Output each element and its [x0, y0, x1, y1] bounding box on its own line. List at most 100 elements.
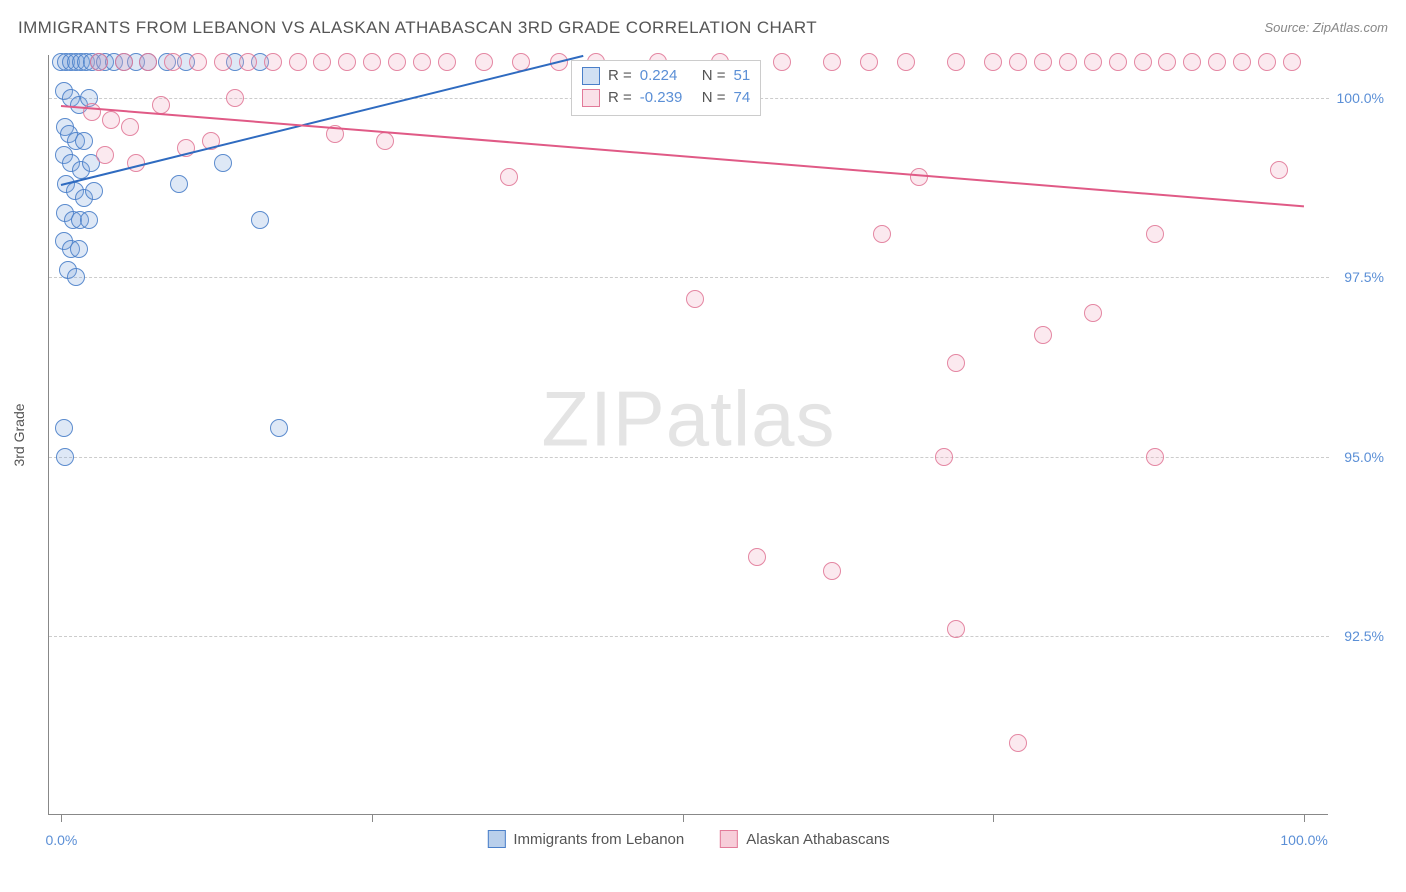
- data-point-athabascan: [984, 53, 1002, 71]
- data-point-athabascan: [823, 53, 841, 71]
- x-tick: [683, 814, 684, 822]
- data-point-lebanon: [75, 132, 93, 150]
- n-label: N =: [702, 87, 726, 109]
- data-point-lebanon: [80, 211, 98, 229]
- data-point-athabascan: [500, 168, 518, 186]
- data-point-athabascan: [1034, 326, 1052, 344]
- data-point-athabascan: [1059, 53, 1077, 71]
- data-point-athabascan: [873, 225, 891, 243]
- data-point-lebanon: [67, 268, 85, 286]
- gridline-h: [49, 636, 1329, 637]
- data-point-athabascan: [1034, 53, 1052, 71]
- data-point-lebanon: [85, 182, 103, 200]
- legend-swatch: [720, 830, 738, 848]
- x-tick-label: 0.0%: [45, 832, 77, 848]
- legend-swatch: [487, 830, 505, 848]
- data-point-athabascan: [1258, 53, 1276, 71]
- y-tick-label: 95.0%: [1344, 449, 1384, 465]
- data-point-lebanon: [70, 240, 88, 258]
- n-label: N =: [702, 65, 726, 87]
- trendline-athabascan: [61, 105, 1304, 208]
- y-tick-label: 92.5%: [1344, 628, 1384, 644]
- data-point-athabascan: [388, 53, 406, 71]
- stats-row-athabascan: R =-0.239N =74: [582, 87, 750, 109]
- data-point-lebanon: [55, 419, 73, 437]
- x-tick: [993, 814, 994, 822]
- swatch-lebanon: [582, 67, 600, 85]
- legend-item: Alaskan Athabascans: [720, 830, 889, 848]
- r-label: R =: [608, 65, 632, 87]
- data-point-athabascan: [413, 53, 431, 71]
- swatch-athabascan: [582, 89, 600, 107]
- data-point-lebanon: [251, 211, 269, 229]
- data-point-athabascan: [935, 448, 953, 466]
- data-point-athabascan: [1146, 225, 1164, 243]
- data-point-athabascan: [947, 354, 965, 372]
- y-tick-label: 100.0%: [1337, 90, 1384, 106]
- legend-label: Alaskan Athabascans: [746, 831, 889, 848]
- r-value-lebanon: 0.224: [640, 65, 694, 87]
- x-tick: [372, 814, 373, 822]
- data-point-athabascan: [289, 53, 307, 71]
- data-point-athabascan: [152, 96, 170, 114]
- data-point-athabascan: [1084, 53, 1102, 71]
- watermark-zip: ZIP: [541, 375, 665, 463]
- data-point-athabascan: [1183, 53, 1201, 71]
- data-point-athabascan: [686, 290, 704, 308]
- x-tick: [61, 814, 62, 822]
- legend-label: Immigrants from Lebanon: [513, 831, 684, 848]
- data-point-athabascan: [139, 53, 157, 71]
- data-point-lebanon: [214, 154, 232, 172]
- x-tick-label: 100.0%: [1280, 832, 1327, 848]
- x-tick: [1304, 814, 1305, 822]
- data-point-athabascan: [475, 53, 493, 71]
- stats-legend: R = 0.224 N = 51R = -0.239 N = 74: [571, 60, 761, 116]
- data-point-athabascan: [214, 53, 232, 71]
- data-point-athabascan: [1134, 53, 1152, 71]
- data-point-athabascan: [338, 53, 356, 71]
- chart-title: IMMIGRANTS FROM LEBANON VS ALASKAN ATHAB…: [18, 18, 1388, 38]
- y-tick-label: 97.5%: [1344, 269, 1384, 285]
- r-value-athabascan: -0.239: [640, 87, 694, 109]
- data-point-athabascan: [1146, 448, 1164, 466]
- data-point-athabascan: [773, 53, 791, 71]
- data-point-athabascan: [947, 53, 965, 71]
- data-point-athabascan: [115, 53, 133, 71]
- data-point-athabascan: [1084, 304, 1102, 322]
- gridline-h: [49, 277, 1329, 278]
- data-point-lebanon: [56, 448, 74, 466]
- y-axis-label: 3rd Grade: [11, 403, 27, 466]
- data-point-lebanon: [170, 175, 188, 193]
- data-point-athabascan: [1270, 161, 1288, 179]
- scatter-chart: 3rd Grade ZIPatlas 92.5%95.0%97.5%100.0%…: [48, 55, 1388, 815]
- data-point-athabascan: [1158, 53, 1176, 71]
- data-point-athabascan: [1283, 53, 1301, 71]
- data-point-athabascan: [376, 132, 394, 150]
- plot-area: 3rd Grade ZIPatlas 92.5%95.0%97.5%100.0%…: [48, 55, 1328, 815]
- data-point-athabascan: [1233, 53, 1251, 71]
- data-point-athabascan: [239, 53, 257, 71]
- data-point-athabascan: [102, 111, 120, 129]
- gridline-h: [49, 457, 1329, 458]
- data-point-athabascan: [96, 146, 114, 164]
- n-value-athabascan: 74: [734, 87, 751, 109]
- data-point-athabascan: [1009, 734, 1027, 752]
- data-point-lebanon: [270, 419, 288, 437]
- data-point-athabascan: [1009, 53, 1027, 71]
- data-point-athabascan: [438, 53, 456, 71]
- data-point-athabascan: [226, 89, 244, 107]
- data-point-athabascan: [313, 53, 331, 71]
- watermark: ZIPatlas: [541, 374, 835, 465]
- data-point-athabascan: [90, 53, 108, 71]
- data-point-athabascan: [121, 118, 139, 136]
- legend-item: Immigrants from Lebanon: [487, 830, 684, 848]
- data-point-athabascan: [1208, 53, 1226, 71]
- data-point-athabascan: [947, 620, 965, 638]
- data-point-athabascan: [748, 548, 766, 566]
- n-value-lebanon: 51: [734, 65, 751, 87]
- series-legend: Immigrants from Lebanon Alaskan Athabasca…: [487, 830, 889, 848]
- stats-row-lebanon: R = 0.224 N = 51: [582, 65, 750, 87]
- trendline-lebanon: [61, 55, 583, 186]
- source-attribution: Source: ZipAtlas.com: [1264, 20, 1388, 35]
- data-point-athabascan: [860, 53, 878, 71]
